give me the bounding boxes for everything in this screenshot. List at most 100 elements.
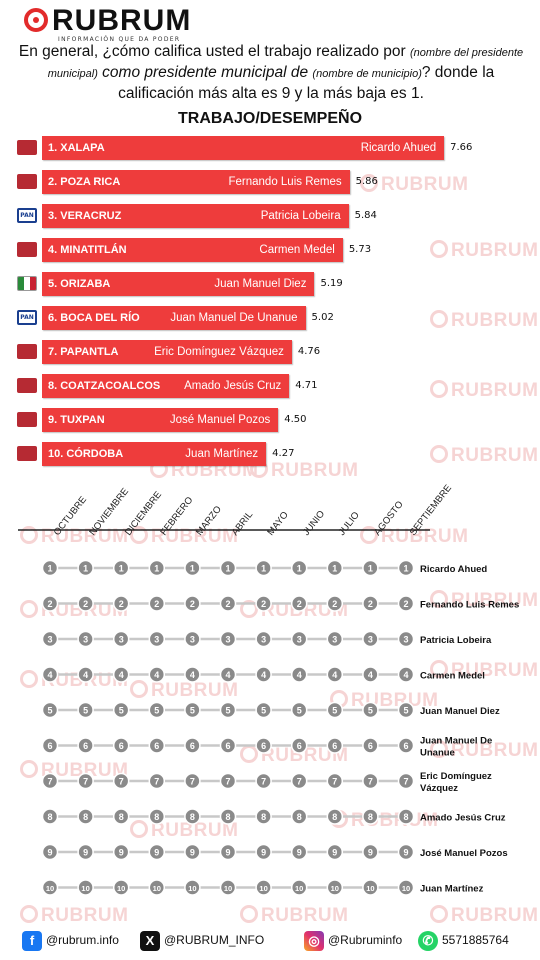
watermark-logo: RUBRUM: [430, 445, 538, 467]
end-label: José Manuel Pozos: [420, 848, 508, 859]
rank-node-label: 7: [190, 777, 195, 787]
rank-node: [112, 630, 130, 648]
bar-row: 10. CÓRDOBA Juan Martínez 4.27: [0, 442, 540, 466]
rank-node: [255, 843, 272, 861]
bar-row: 2. POZA RICA Fernando Luis Remes 5.86: [0, 170, 540, 194]
month-label: JULIO: [336, 510, 361, 538]
rank-node: [41, 737, 59, 754]
rank-node-label: 6: [297, 741, 302, 751]
rank-node: [184, 843, 201, 861]
watermark-logo: RUBRUM: [430, 310, 538, 332]
rank-node: [290, 772, 308, 790]
rank-node-label: 5: [225, 706, 230, 716]
rank-node-label: 10: [46, 884, 54, 893]
rank-node: [112, 595, 130, 612]
rank-node-label: 10: [366, 884, 374, 893]
facebook-handle: @rubrum.info: [46, 933, 119, 947]
rank-node-label: 2: [332, 599, 337, 609]
bar-row: PAN 3. VERACRUZ Patricia Lobeira 5.84: [0, 204, 540, 228]
rank-node-label: 1: [190, 564, 195, 574]
rank-node-label: 2: [297, 599, 302, 609]
rank-node: [77, 808, 94, 825]
x-link[interactable]: X @RUBRUM_INFO: [140, 928, 264, 952]
rank-node: [77, 879, 94, 896]
rank-node: [112, 701, 130, 719]
rank-node-label: 6: [190, 741, 195, 751]
rank-node-label: 4: [47, 670, 52, 680]
rank-node: [362, 843, 379, 861]
rank-node: [255, 701, 272, 719]
rank-node: [219, 879, 237, 896]
bar-name-label: José Manuel Pozos: [169, 414, 271, 426]
party-morena-icon: [17, 378, 37, 393]
question-part-3: ? donde la calificación más alta es 9 y …: [118, 64, 495, 102]
facebook-link[interactable]: f @rubrum.info: [22, 928, 119, 952]
rank-node-label: 2: [368, 599, 373, 609]
bar-category-label: 6. BOCA DEL RÍO: [48, 312, 140, 324]
rank-node: [219, 701, 237, 719]
instagram-link[interactable]: ◎ @Rubruminfo: [304, 928, 402, 952]
rank-node-label: 5: [261, 706, 266, 716]
rank-node: [219, 666, 237, 683]
rank-node: [77, 630, 94, 648]
rank-node-label: 7: [297, 777, 302, 787]
whatsapp-number: 5571885764: [442, 933, 509, 947]
rank-node-label: 6: [47, 741, 52, 751]
whatsapp-link[interactable]: ✆ 5571885764: [418, 928, 509, 952]
rank-node-label: 4: [83, 670, 88, 680]
rank-node: [326, 701, 344, 719]
question-placeholder-president: (nombre del presidente municipal): [47, 47, 524, 80]
x-icon: X: [140, 930, 160, 951]
rank-node-label: 10: [402, 884, 410, 893]
rank-node: [148, 843, 166, 861]
rank-node-label: 10: [331, 884, 339, 893]
rank-node-label: 4: [261, 670, 266, 680]
rank-node: [41, 595, 59, 612]
bar-value-label: 4.50: [284, 414, 307, 425]
rank-node-label: 1: [83, 564, 88, 574]
bar-value-label: 5.19: [320, 278, 343, 289]
rank-node: [148, 879, 166, 896]
end-label: Fernando Luis Remes: [420, 600, 519, 611]
rank-node-label: 2: [403, 599, 408, 609]
rank-node-label: 1: [261, 564, 266, 574]
rank-node-label: 8: [83, 812, 88, 822]
rank-node-label: 6: [332, 741, 337, 751]
watermark-logo: RUBRUM: [430, 240, 538, 262]
rank-node-label: 7: [83, 777, 88, 787]
rank-node: [41, 843, 59, 861]
rank-node: [326, 843, 344, 861]
rank-node-label: 6: [119, 741, 124, 751]
bar-value-label: 7.66: [450, 142, 473, 153]
end-label: Juan Martínez: [420, 884, 484, 895]
rank-node-label: 2: [47, 599, 52, 609]
rank-node: [326, 879, 344, 896]
watermark-logo: RUBRUM: [20, 760, 128, 782]
rank-node-label: 8: [297, 812, 302, 822]
rank-node: [41, 772, 59, 790]
rank-node-label: 9: [47, 848, 52, 858]
bar-value-label: 5.86: [355, 176, 378, 187]
rank-node: [41, 630, 59, 648]
bar-value-label: 4.27: [272, 448, 295, 459]
bar: 4. MINATITLÁN Carmen Medel: [42, 238, 343, 262]
rank-node-label: 6: [83, 741, 88, 751]
rank-node-label: 6: [154, 741, 159, 751]
rank-node: [219, 559, 237, 577]
bar: 10. CÓRDOBA Juan Martínez: [42, 442, 267, 466]
bar: 2. POZA RICA Fernando Luis Remes: [42, 170, 350, 194]
party-pan-icon: PAN: [17, 310, 37, 325]
rank-node-label: 7: [47, 777, 52, 787]
rank-node-label: 2: [190, 599, 195, 609]
rank-node: [219, 772, 237, 790]
rank-node-label: 7: [332, 777, 337, 787]
bar: 6. BOCA DEL RÍO Juan Manuel De Unanue: [42, 306, 306, 330]
question-part-1: En general, ¿cómo califica usted el trab…: [18, 43, 411, 60]
rank-node-label: 9: [332, 848, 337, 858]
month-label: OCTUBRE: [52, 494, 89, 537]
rank-node-label: 1: [225, 564, 230, 574]
rank-node: [184, 737, 201, 754]
rank-node-label: 10: [117, 884, 125, 893]
rank-node: [77, 559, 94, 577]
